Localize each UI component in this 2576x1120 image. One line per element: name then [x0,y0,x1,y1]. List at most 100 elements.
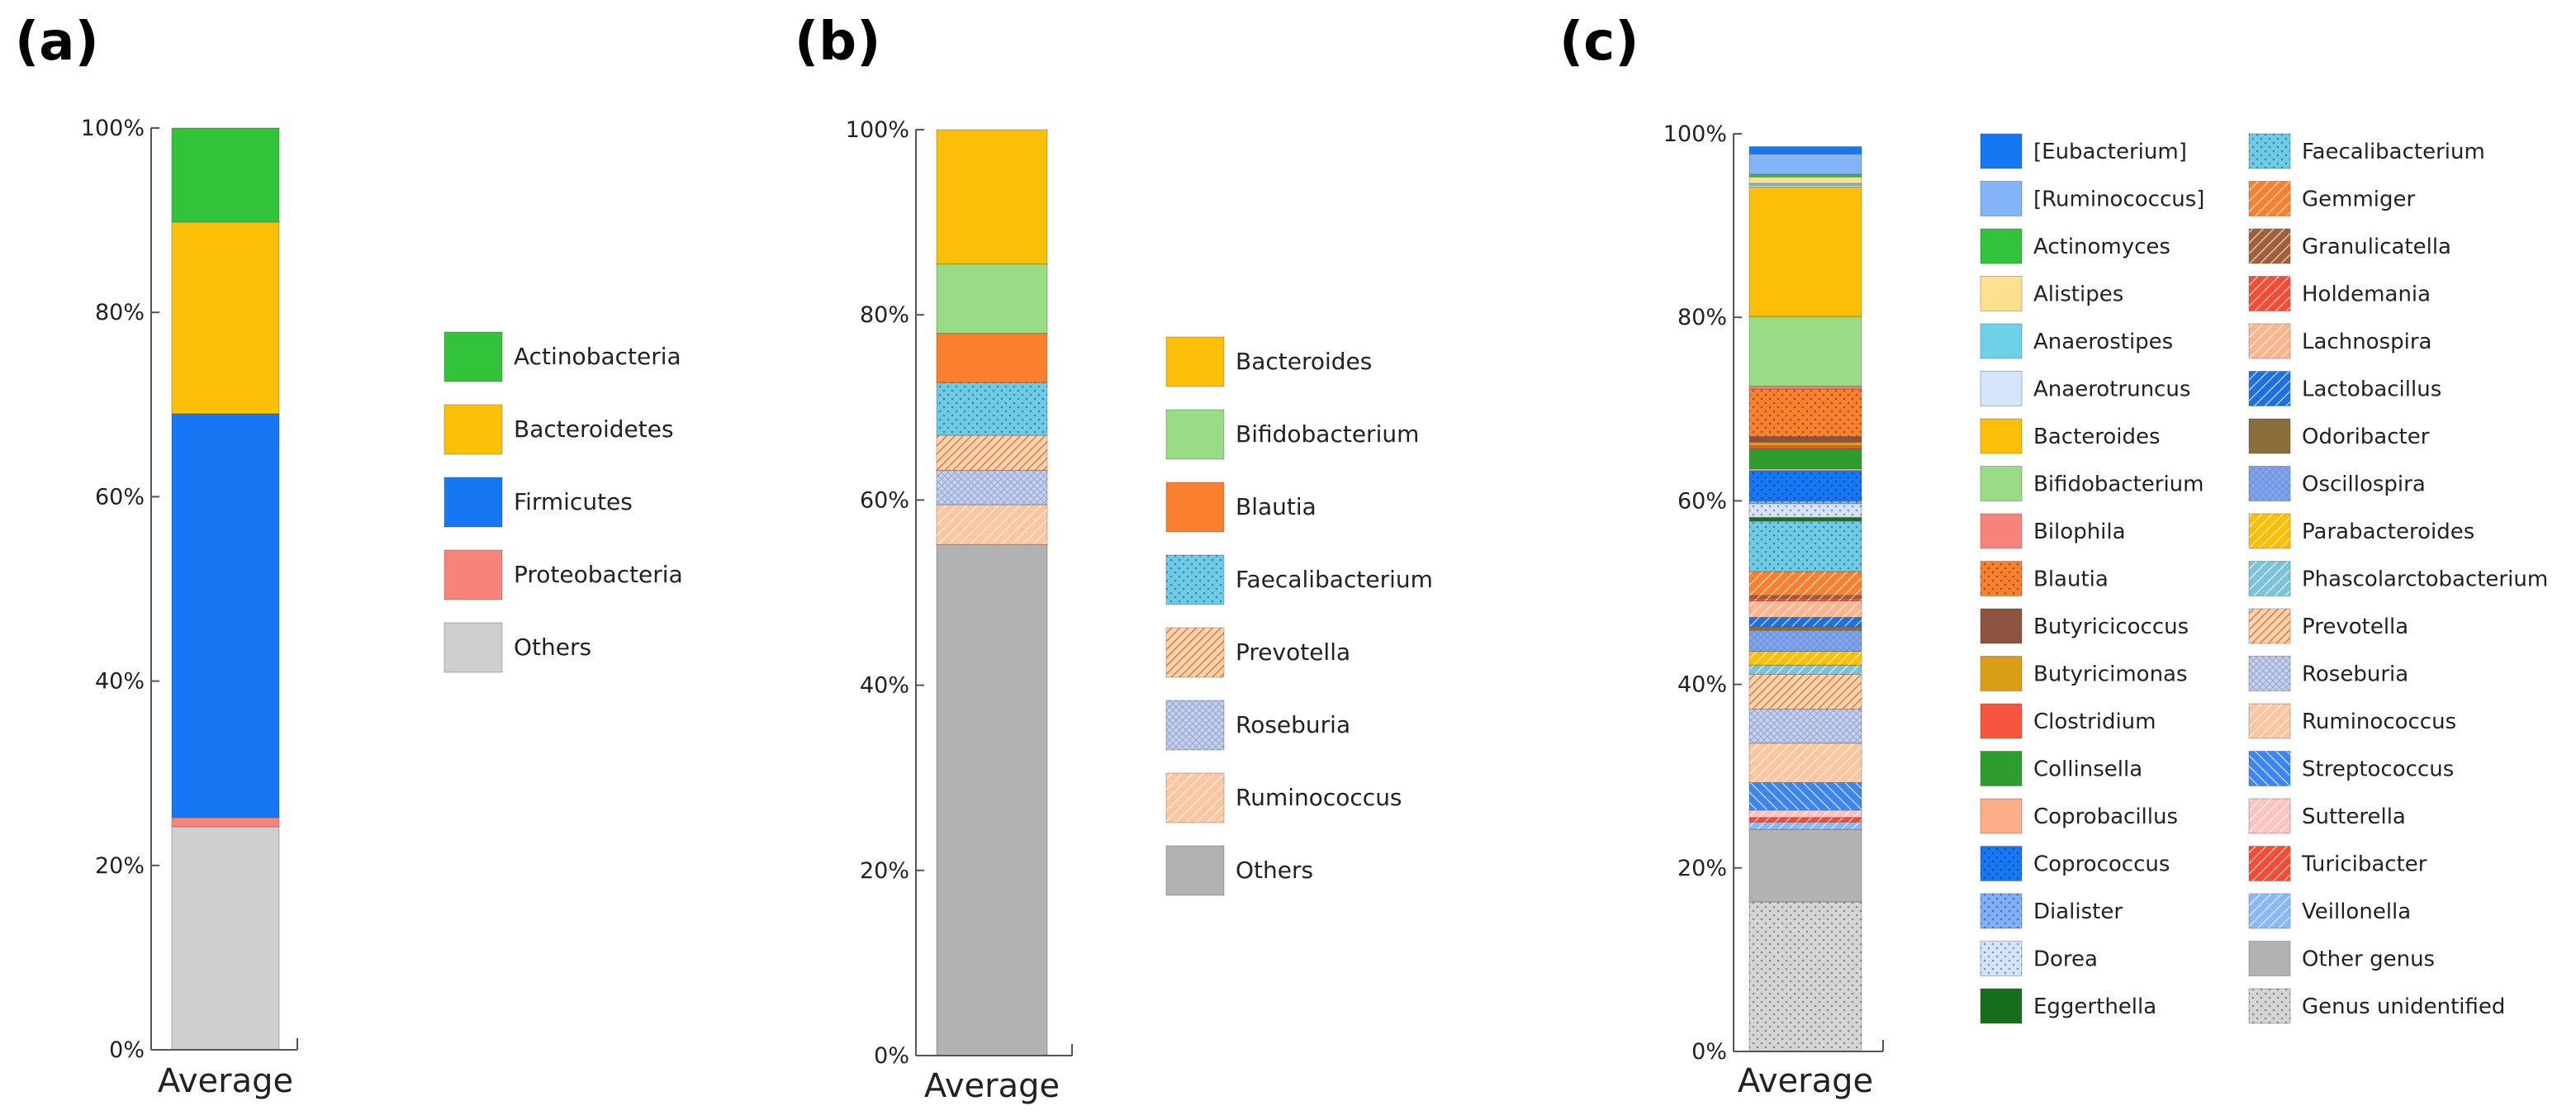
legend-swatch-ruminococcus [2248,703,2291,739]
legend-swatch-holdemania [2248,276,2291,311]
bar-segment-sutterella [1748,809,1862,819]
legend-label-roseburia: Roseburia [1236,711,1350,738]
panel-label-b: (b) [795,12,880,73]
legend-label-actinomyces: Actinomyces [2033,235,2170,259]
legend-swatch-bifidobacterium [1165,409,1225,460]
legend-swatch-roseburia [2248,656,2291,691]
legend-label-eggerthella: Eggerthella [2033,994,2156,1019]
legend-swatch-others [444,622,503,673]
legend-label-bacteroides: Bacteroides [2033,425,2161,449]
legend-swatch-genus-unidentified [2248,988,2291,1024]
y-tick-label: 80% [1677,305,1727,330]
bar-segment-roseburia [936,470,1048,505]
bar-segment-bifidobacterium [1748,316,1862,387]
legend-label-ruminococcus: Ruminococcus [1236,784,1402,811]
bar-segment-lactobacillus [1748,616,1862,628]
legend-label-prevotella: Prevotella [1236,638,1350,666]
panel-label-c: (c) [1559,12,1639,73]
legend-swatch-veillonella [2248,893,2291,929]
bar-segment-collinsella [1748,448,1862,470]
legend-label-lachnospira: Lachnospira [2302,330,2431,354]
legend-label-gemmiger: Gemmiger [2302,187,2416,212]
y-tick-label: 100% [846,117,909,143]
legend-swatch-gemmiger [2248,181,2291,216]
y-tick-label: 60% [1677,488,1727,514]
y-tick-label: 20% [95,853,145,879]
bar-segment-gemmiger [1748,571,1862,596]
legend-label-lactobacillus: Lactobacillus [2302,377,2441,402]
legend-label-oscillospira: Oscillospira [2302,472,2426,497]
legend-label-eubacterium: [Eubacterium] [2033,140,2187,164]
bar-segment-prevotella [936,434,1048,472]
bar-segment-butyricicoccus [1748,436,1862,443]
legend-label-butyricimonas: Butyricimonas [2033,662,2188,687]
legend-swatch-blautia [1165,482,1225,533]
bar-segment-veillonella [1748,821,1862,830]
bar-segment-other-genus [1748,828,1862,903]
legend-label-others: Others [514,634,591,661]
y-tick-label: 100% [81,116,145,141]
legend-swatch-streptococcus [2248,751,2291,786]
bar-segment-odoribacter [1748,626,1862,631]
legend-swatch-proteobacteria [444,549,503,600]
legend-label-bilophila: Bilophila [2033,520,2126,544]
bar-segment-bifidobacterium [936,263,1048,335]
legend-swatch-bacteroidetes [444,404,503,455]
legend-label-others: Others [1236,857,1313,884]
legend-label-bacteroides: Bacteroides [1236,348,1372,375]
bar-segment-alistipes [1748,176,1862,184]
bar-segment-phascolarctobacterium [1748,664,1862,675]
legend-b: Bacteroides Bifidobacterium Blautia Faecali… [1165,336,1433,896]
legend-swatch-anaerotruncus [1980,371,2023,406]
legend-swatch-roseburia [1165,700,1225,751]
legend-label-blautia: Blautia [2033,567,2109,592]
legend-swatch-bacteroides [1165,336,1225,387]
y-tick-label: 20% [1677,856,1727,881]
bar-segment-roseburia [1748,709,1862,744]
legend-swatch-bilophila [1980,513,2023,549]
stacked-bar-b [936,129,1048,1056]
legend-swatch-dialister [1980,893,2023,929]
y-tick-label: 0% [874,1043,909,1069]
legend-label-proteobacteria: Proteobacteria [514,561,683,588]
bar-segment-turicibacter [1748,817,1862,823]
bar-segment-parabacteroides [1748,651,1862,666]
legend-swatch-bifidobacterium [1980,466,2023,501]
legend-swatch-lachnospira [2248,323,2291,359]
legend-swatch-actinobacteria [444,331,503,382]
legend-label-dorea: Dorea [2033,947,2098,972]
legend-label-faecalibacterium: Faecalibacterium [2302,140,2485,164]
bar-segment-lachnospira [1748,600,1862,618]
legend-label-odoribacter: Odoribacter [2302,425,2430,449]
legend-swatch-coprobacillus [1980,798,2023,834]
legend-label-turicibacter: Turicibacter [2301,852,2427,877]
legend-swatch-ruminococcus [1165,772,1225,823]
stacked-bar-a [171,127,280,1051]
bar-segment-others [171,826,280,1051]
legend-swatch-sutterella [2248,798,2291,834]
legend-swatch-prevotella [1165,627,1225,678]
bar-segment-proteobacteria [171,817,280,828]
x-category-label-b: Average [924,1067,1060,1105]
bar-segment-streptococcus [1748,781,1862,811]
bar-segment-faecalibacterium [1748,520,1862,572]
legend-label-ruminococcus: [Ruminococcus] [2033,187,2204,212]
legend-swatch-faecalibacterium [2248,133,2291,169]
legend-swatch-other-genus [2248,941,2291,976]
legend-label-butyricicoccus: Butyricicoccus [2033,615,2189,639]
legend-label-anaerostipes: Anaerostipes [2033,330,2173,354]
legend-swatch-others [1165,845,1225,896]
legend-swatch-coprococcus [1980,846,2023,881]
bar-segment-bacteroides [1748,186,1862,317]
bar-segment-ruminococcus [936,504,1048,545]
y-tick-label: 80% [95,300,145,325]
y-axis-a: 0% 20% 40% 60% 80% 100% [81,116,298,1063]
legend-label-blautia: Blautia [1236,493,1316,520]
panel-label-a: (a) [15,12,99,73]
legend-swatch-firmicutes [444,477,503,528]
bar-segment-blautia [936,333,1048,383]
legend-swatch-parabacteroides [2248,513,2291,549]
bar-segment-eggerthella [1748,516,1862,522]
legend-label-other-genus: Other genus [2302,947,2435,972]
legend-label-coprococcus: Coprococcus [2033,852,2170,877]
